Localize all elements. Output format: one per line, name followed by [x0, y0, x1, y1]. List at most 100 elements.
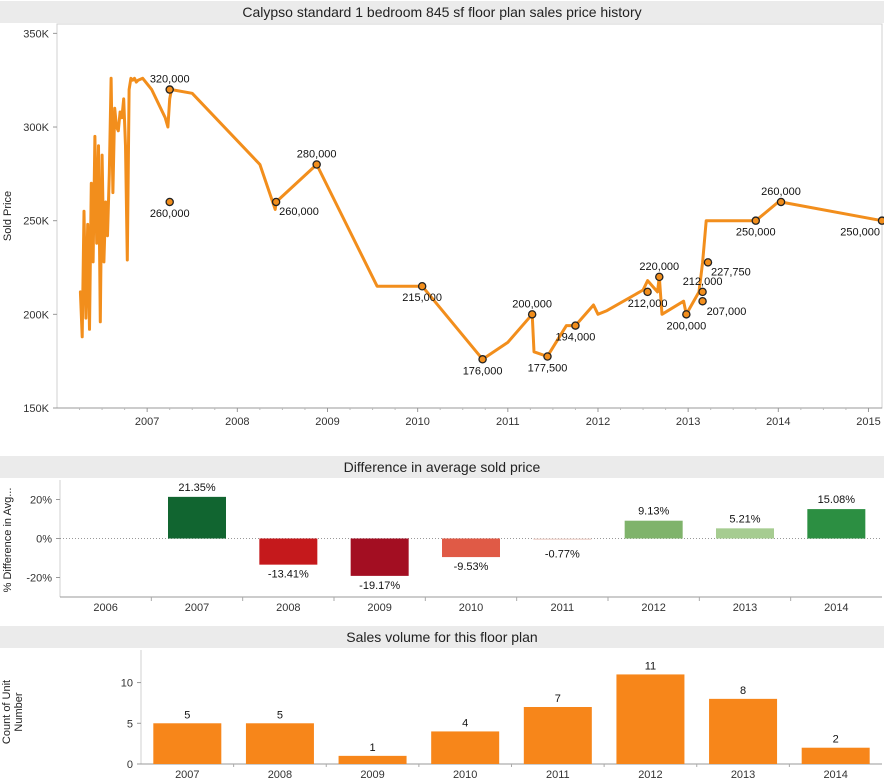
price-data-label: 207,000	[707, 306, 747, 318]
price-data-label: 212,000	[628, 298, 668, 310]
price-point	[698, 296, 707, 306]
price-point	[877, 216, 884, 225]
volume-bar	[338, 755, 407, 764]
difference-chart-title: Difference in average sold price	[0, 456, 884, 478]
x-tick-label: 2013	[733, 602, 757, 614]
x-tick-label: 2010	[405, 416, 429, 428]
price-data-label: 215,000	[402, 292, 442, 304]
volume-value-label: 8	[740, 685, 746, 697]
price-point	[751, 216, 761, 225]
x-tick-label: 2009	[315, 416, 339, 428]
x-tick-label: 2008	[225, 416, 249, 428]
y-tick-label: -20%	[26, 573, 52, 585]
price-data-label: 250,000	[736, 227, 776, 239]
y-tick-label: 0	[127, 759, 133, 771]
volume-bar	[153, 723, 222, 764]
difference-value-label: 21.35%	[178, 482, 216, 494]
volume-bar	[523, 707, 592, 764]
price-data-label: 176,000	[463, 365, 503, 377]
x-tick-label: 2011	[551, 602, 575, 614]
x-tick-label: 2014	[824, 602, 848, 614]
y-tick-label: 5	[127, 718, 133, 730]
price-data-label: 200,000	[512, 298, 552, 310]
difference-bar	[442, 538, 500, 558]
volume-bar	[431, 731, 500, 764]
x-tick-label: 2007	[135, 416, 159, 428]
difference-value-label: 5.21%	[729, 513, 760, 525]
price-point	[698, 287, 707, 297]
x-tick-label: 2006	[93, 602, 117, 614]
price-point	[643, 287, 652, 297]
volume-value-label: 5	[184, 709, 190, 721]
difference-bar	[259, 538, 318, 565]
x-tick-label: 2014	[823, 769, 847, 781]
x-tick-label: 2009	[367, 602, 391, 614]
x-tick-label: 2010	[459, 602, 483, 614]
price-data-label: 320,000	[150, 74, 190, 86]
price-point	[165, 85, 174, 94]
price-data-label: 220,000	[639, 261, 679, 273]
x-tick-label: 2014	[766, 416, 790, 428]
price-data-label: 260,000	[279, 206, 319, 218]
price-data-label: 212,000	[683, 276, 723, 288]
x-tick-label: 2013	[676, 416, 700, 428]
difference-value-label: -13.41%	[268, 569, 309, 581]
price-data-label: 260,000	[761, 186, 801, 198]
x-tick-label: 2012	[638, 769, 662, 781]
y-tick-label: 0%	[36, 534, 52, 546]
price-data-label: 250,000	[840, 227, 880, 239]
x-tick-label: 2013	[731, 769, 755, 781]
x-tick-label: 2007	[175, 769, 199, 781]
difference-value-label: 15.08%	[818, 494, 856, 506]
volume-value-label: 4	[462, 717, 468, 729]
price-history-chart: 150K 200K 250K 300K 350K 2007 2008 2009 2010 2011…	[2, 23, 884, 428]
y-tick-label: 20%	[30, 495, 52, 507]
volume-value-label: 5	[277, 709, 283, 721]
price-data-label: 194,000	[556, 332, 596, 344]
difference-value-label: -9.53%	[454, 561, 489, 573]
difference-bar	[168, 496, 226, 539]
x-tick-label: 2011	[496, 416, 520, 428]
difference-chart: -20% 0% 20% % Difference in Avg... 2006 2007 2…	[2, 480, 882, 614]
y-axis-title: Count of UnitNumber	[1, 680, 25, 744]
price-data-label: 200,000	[666, 320, 706, 332]
difference-value-label: -0.77%	[545, 549, 580, 561]
x-tick-label: 2015	[856, 416, 880, 428]
price-point	[271, 197, 281, 207]
price-point	[655, 272, 664, 282]
volume-bar	[801, 747, 870, 764]
x-tick-label: 2011	[546, 769, 570, 781]
x-tick-label: 2007	[185, 602, 209, 614]
volume-value-label: 7	[555, 693, 561, 705]
difference-bar	[350, 538, 409, 576]
price-data-label: 280,000	[297, 148, 337, 160]
difference-value-label: -19.17%	[359, 580, 400, 592]
price-point	[571, 321, 580, 330]
difference-bar	[716, 528, 774, 539]
price-data-label: 260,000	[150, 208, 190, 220]
y-tick-label: 200K	[23, 309, 49, 321]
volume-bar	[245, 723, 314, 764]
price-point	[543, 352, 552, 361]
volume-value-label: 1	[370, 742, 376, 754]
difference-bar	[533, 538, 592, 541]
x-tick-label: 2012	[586, 416, 610, 428]
x-tick-label: 2010	[453, 769, 477, 781]
price-point	[776, 197, 786, 207]
y-tick-label: 10	[121, 678, 133, 690]
difference-bar	[807, 509, 866, 539]
price-point	[682, 310, 691, 319]
x-tick-label: 2009	[360, 769, 384, 781]
x-tick-label: 2008	[276, 602, 300, 614]
volume-bar	[709, 698, 778, 764]
volume-bar	[616, 674, 685, 764]
y-tick-label: 350K	[23, 28, 49, 40]
y-tick-label: 300K	[23, 122, 49, 134]
price-point	[417, 281, 427, 291]
y-axis-title: Sold Price	[2, 191, 14, 241]
price-point	[527, 310, 537, 319]
difference-bar	[624, 520, 683, 539]
price-line	[78, 76, 884, 361]
y-axis-title: % Difference in Avg...	[2, 488, 14, 593]
